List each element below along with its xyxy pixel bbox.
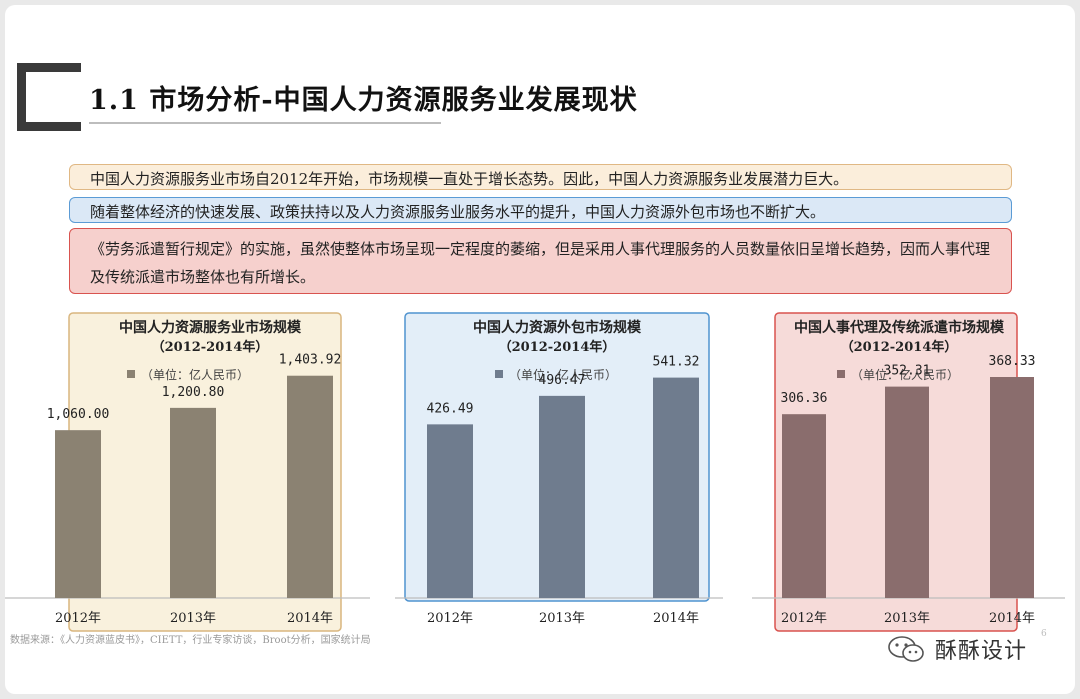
wechat-icon	[888, 636, 924, 662]
chart-subtitle: （2012-2014年）	[841, 339, 958, 355]
data-label: 1,403.92	[279, 353, 342, 368]
category-label: 2013年	[884, 611, 930, 626]
chart-svg: 中国人力资源外包市场规模 （2012-2014年） （单位：亿人民币） 426.49 2…	[395, 312, 723, 626]
chart-hr-services-market: 中国人力资源服务业市场规模 （2012-2014年） （单位：亿人民币） 1,060.…	[5, 303, 375, 633]
legend-swatch	[495, 370, 503, 378]
page-title: 1.1 市场分析-中国人力资源服务业发展现状	[89, 85, 638, 116]
legend-label: （单位：亿人民币）	[509, 367, 617, 382]
chart-title: 中国人力资源外包市场规模	[473, 319, 642, 336]
slide: 1.1 市场分析-中国人力资源服务业发展现状 中国人力资源服务业市场自2012年…	[5, 5, 1075, 694]
chart-svg: 中国人力资源服务业市场规模 （2012-2014年） （单位：亿人民币） 1,060.…	[5, 312, 370, 632]
bar-2014年	[990, 377, 1034, 598]
data-label: 1,200.80	[162, 385, 225, 400]
chart-subtitle: （2012-2014年）	[152, 339, 269, 355]
chart-title: 中国人事代理及传统派遣市场规模	[794, 319, 1005, 336]
bar-2013年	[885, 386, 929, 598]
bar-2012年	[55, 430, 101, 598]
data-label: 496.47	[539, 373, 586, 388]
summary-point-2: 随着整体经济的快速发展、政策扶持以及人力资源服务业服务水平的提升，中国人力资源外…	[69, 197, 1012, 223]
data-source-note: 数据来源：《人力资源蓝皮书》，CIETT，行业专家访谈，Broot分析，国家统计…	[10, 635, 371, 646]
summary-point-1: 中国人力资源服务业市场自2012年开始，市场规模一直处于增长态势。因此，中国人力…	[69, 164, 1012, 190]
category-label: 2014年	[287, 611, 333, 626]
page-number: 6	[1041, 629, 1047, 639]
bar-2012年	[782, 414, 826, 598]
legend-swatch	[127, 370, 135, 378]
category-label: 2012年	[427, 611, 473, 626]
legend-label: （单位：亿人民币）	[851, 367, 959, 382]
category-label: 2013年	[539, 611, 585, 626]
chart-subtitle: （2012-2014年）	[499, 339, 616, 355]
brand-name: 酥酥设计	[935, 639, 1028, 664]
chart-title: 中国人力资源服务业市场规模	[119, 319, 302, 336]
bar-2014年	[653, 377, 699, 598]
data-label: 426.49	[427, 401, 474, 416]
data-label: 541.32	[653, 355, 700, 370]
title-bracket-decoration	[17, 63, 81, 131]
category-label: 2014年	[989, 611, 1035, 626]
legend-swatch	[837, 370, 845, 378]
brand-watermark: 酥酥设计	[887, 633, 1027, 665]
bar-2013年	[170, 407, 216, 598]
bar-2012年	[427, 424, 473, 598]
bar-2014年	[287, 375, 333, 598]
category-label: 2012年	[781, 611, 827, 626]
chart-personnel-agency-dispatch-market: 中国人事代理及传统派遣市场规模 （2012-2014年） （单位：亿人民币） 306.…	[747, 303, 1072, 633]
category-label: 2013年	[170, 611, 216, 626]
data-label: 368.33	[989, 354, 1036, 369]
chart-hr-outsourcing-market: 中国人力资源外包市场规模 （2012-2014年） （单位：亿人民币） 426.49 2…	[387, 303, 727, 633]
category-label: 2014年	[653, 611, 699, 626]
summary-point-3: 《劳务派遣暂行规定》的实施，虽然使整体市场呈现一定程度的萎缩，但是采用人事代理服…	[69, 228, 1012, 294]
data-label: 352.31	[884, 364, 931, 379]
legend-label: （单位：亿人民币）	[141, 367, 249, 382]
bar-2013年	[539, 395, 585, 598]
data-label: 306.36	[781, 391, 828, 406]
chart-svg: 中国人事代理及传统派遣市场规模 （2012-2014年） （单位：亿人民币） 306.…	[752, 312, 1065, 632]
title-underline	[89, 122, 441, 124]
category-label: 2012年	[55, 611, 101, 626]
data-label: 1,060.00	[47, 407, 110, 422]
